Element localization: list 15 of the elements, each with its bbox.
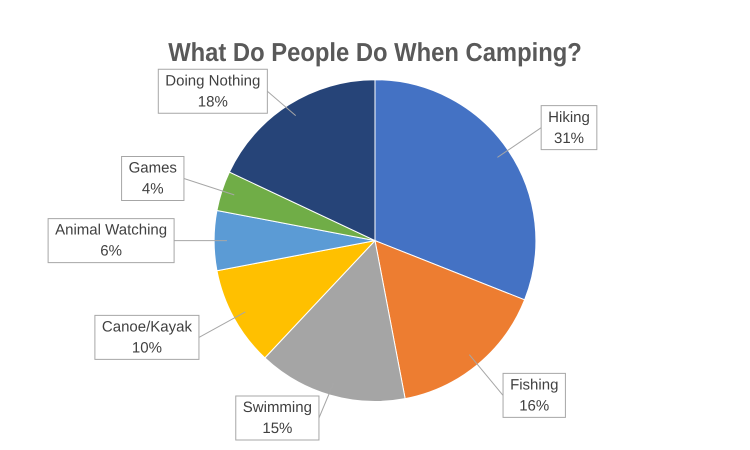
data-label: 15% — [262, 420, 292, 438]
data-label: 4% — [142, 180, 164, 198]
chart-title: What Do People Do When Camping? — [168, 38, 582, 68]
slice-label: Animal Watching — [55, 222, 168, 239]
data-label: 10% — [132, 340, 162, 357]
slice-label: Canoe/Kayak — [102, 318, 192, 336]
slice-label: Swimming — [242, 399, 312, 416]
data-label: 6% — [100, 242, 122, 260]
slice-label: Games — [128, 160, 177, 177]
slice-label: Doing Nothing — [165, 72, 260, 90]
data-label: 18% — [198, 93, 228, 110]
slice-label: Hiking — [548, 108, 590, 126]
data-label: 16% — [519, 398, 550, 415]
slice-label: Fishing — [510, 376, 558, 394]
data-label: 31% — [554, 130, 584, 147]
